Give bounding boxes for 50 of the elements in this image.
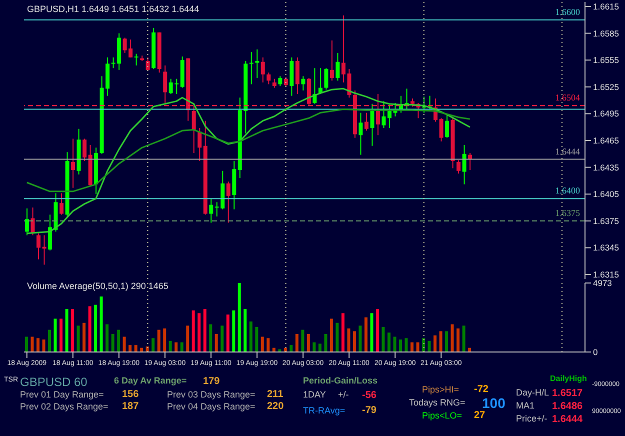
text: -79 [362,405,376,416]
text: Prev 02 Days Range= [20,402,108,412]
text: Day-H/L [516,388,550,398]
text: GBPUSD 60 [20,375,88,389]
y-tick-label: 1.6375 [593,216,620,226]
text: Prev 04 Days Range= [167,402,256,412]
y-tick-label: 1.6465 [593,136,620,146]
y-tick-label: 1.6615 [593,1,620,12]
text: Pips<LO= [422,410,462,420]
y-tick-label: 1.6405 [593,189,620,200]
text: 156 [122,389,139,400]
text: Todays RNG= [409,398,466,408]
ref-line-label: 1.6504 [555,92,580,103]
y-tick-label: 1.6345 [593,242,620,253]
text: Prev 03 Days Range= [167,390,256,400]
y-tick-label: 1.6495 [593,108,620,119]
text: MA1 [516,400,535,410]
text: 1DAY [303,390,326,400]
text: -56 [362,390,376,401]
ref-line-label: 1.6444 [555,146,580,156]
y-tick-label: 1.6585 [593,28,620,38]
ref-line-label: 1.6400 [555,186,580,196]
text: 27 [474,410,486,421]
y-tick-label: 0 [593,347,598,358]
text: Pips>HI= [422,384,460,394]
text: 179 [203,376,220,387]
y-tick-label: 4973 [593,278,612,288]
text: +/- [338,390,349,400]
ref-line-label: 1.6375 [555,208,580,218]
text: 1.6486 [552,401,583,412]
text: 220 [267,401,284,412]
text: Period-Gain/Loss [303,376,378,386]
text: -72 [474,384,488,395]
text: 1.6517 [552,388,583,399]
ref-line-label: 1.6600 [555,6,580,17]
text: 1.6444 [552,414,583,425]
y-tick-label: 1.6525 [593,82,620,92]
y-tick-label: 1.6315 [593,270,620,280]
text: 187 [122,401,139,412]
y-tick-label: 1.6555 [593,55,620,66]
text: Price+/- [516,414,548,424]
text: DailyHigh [550,374,587,383]
text: TR-RAvg= [303,406,346,416]
chart-title: GBPUSD,H1 1.6449 1.6451 1.6432 1.6444 [27,4,200,14]
chart-title: Volume Average(50,50,1) 290 1465 [27,281,168,291]
text: 100 [482,395,506,411]
text: 6 Day Av Range= [114,376,187,386]
text: Prev 01 Day Range= [20,390,104,400]
y-tick-label: 1.6435 [593,162,620,172]
text: 211 [267,389,284,400]
